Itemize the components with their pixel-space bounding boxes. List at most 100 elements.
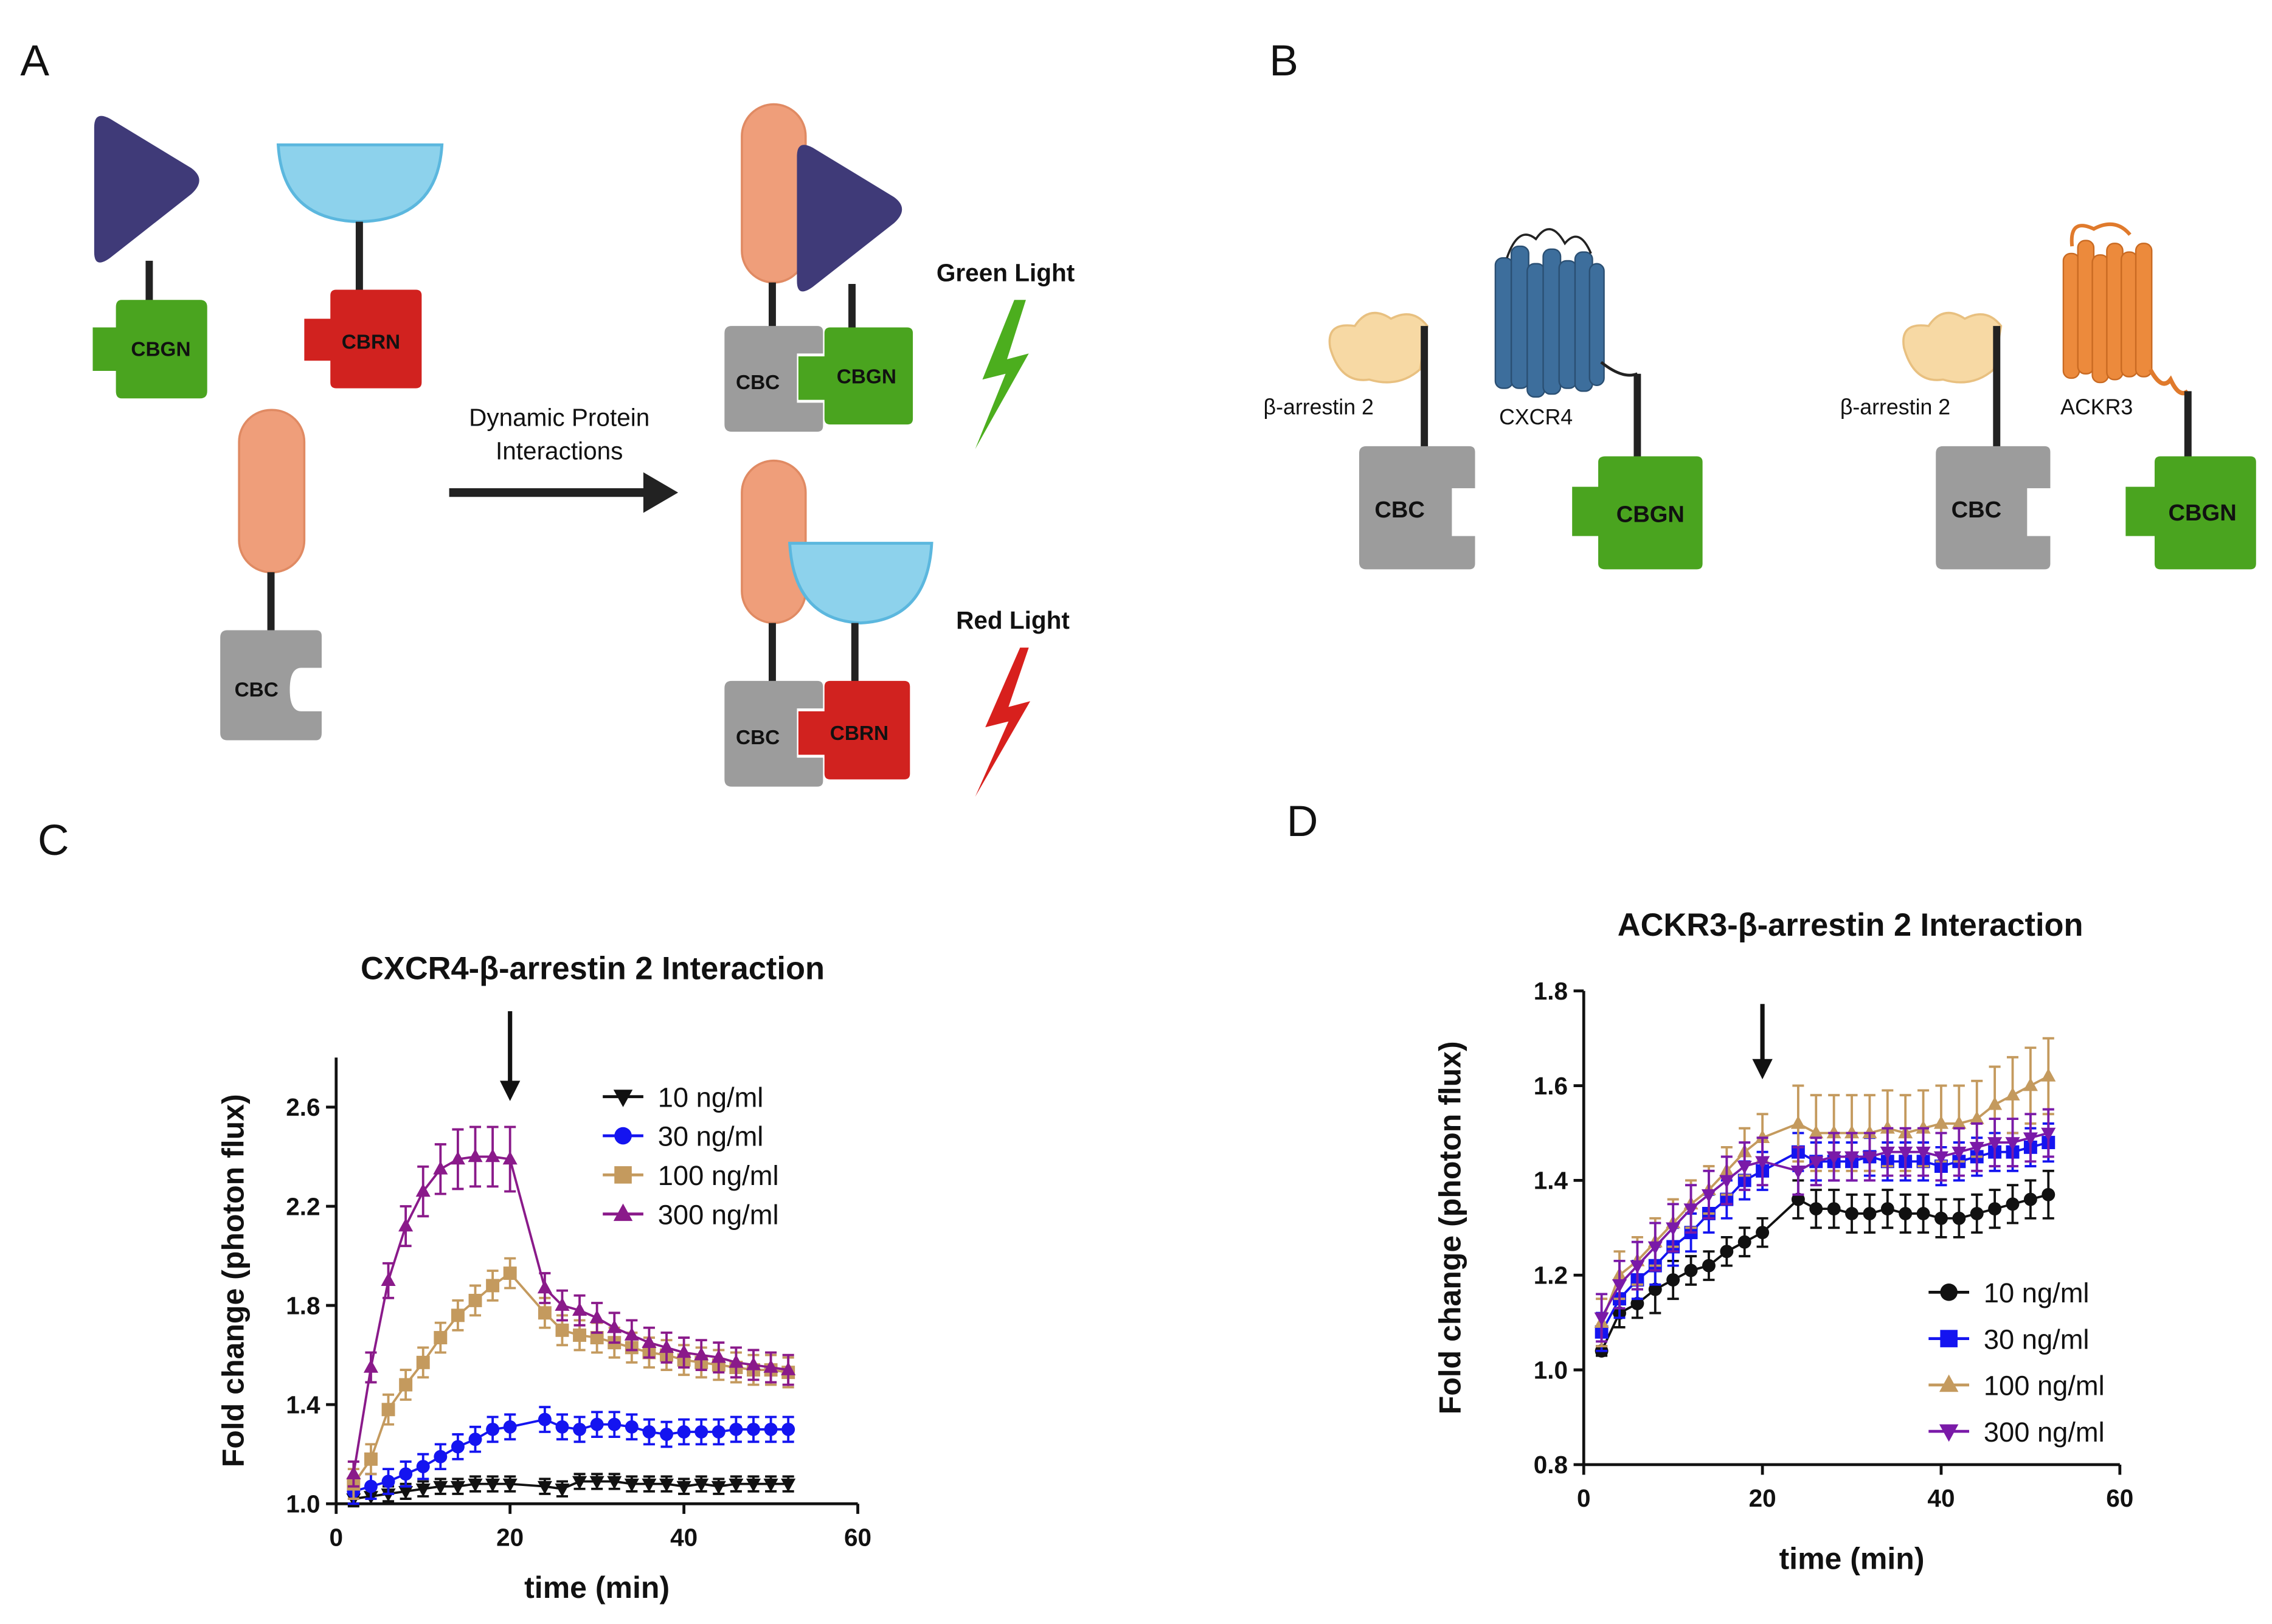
data-point	[503, 1266, 517, 1280]
capsule-domain	[238, 409, 306, 573]
data-point	[624, 1327, 639, 1341]
data-point	[659, 1478, 674, 1492]
data-point	[468, 1293, 482, 1307]
data-point	[589, 1310, 604, 1324]
chart: D ACKR3-β-arrestin 2 Interaction 0.8 1.0 1.2…	[1287, 797, 2134, 1576]
data-point	[607, 1319, 622, 1333]
data-point	[1969, 1142, 1984, 1156]
data-point	[1844, 1151, 1860, 1165]
data-point	[781, 1478, 796, 1492]
receptor-label: ACKR3	[2060, 395, 2133, 419]
panel-b: B β-arrestin 2 CBC CXCR4 CBGN β-arrestin…	[1264, 36, 2256, 570]
y-tick-label: 1.0	[1534, 1356, 1568, 1384]
data-point	[1826, 1151, 1841, 1165]
chart-title: ACKR3-β-arrestin 2 Interaction	[1618, 908, 2083, 943]
data-point	[677, 1425, 691, 1439]
tag-label: CBC	[1374, 497, 1425, 523]
receptor	[2062, 240, 2153, 384]
data-point	[2006, 1197, 2020, 1211]
legend-marker	[614, 1127, 632, 1145]
receptor	[1494, 245, 1605, 398]
data-point	[642, 1478, 657, 1492]
data-point	[1988, 1202, 2002, 1216]
data-point	[781, 1422, 795, 1436]
data-point	[589, 1476, 604, 1490]
data-point	[660, 1428, 673, 1442]
bowl-domain	[276, 143, 444, 223]
x-tick-label: 40	[670, 1523, 698, 1551]
data-point	[485, 1149, 500, 1163]
data-point	[1898, 1146, 1913, 1160]
y-tick-label: 1.2	[1534, 1262, 1568, 1290]
data-point	[1987, 1096, 2003, 1110]
data-point	[1630, 1260, 1645, 1274]
data-point	[1756, 1226, 1770, 1240]
legend-label: 100 ng/ml	[1984, 1370, 2105, 1401]
data-point	[1648, 1282, 1662, 1296]
data-point	[1630, 1297, 1644, 1310]
lightning	[975, 300, 1029, 449]
legend-label: 30 ng/ml	[1984, 1324, 2090, 1355]
y-tick-label: 1.8	[1534, 977, 1568, 1005]
data-point	[624, 1478, 639, 1492]
data-point	[363, 1359, 379, 1373]
panel-label: A	[20, 36, 49, 85]
data-point	[433, 1481, 448, 1494]
cbrn-block	[798, 680, 910, 779]
data-point	[659, 1339, 674, 1353]
data-point	[573, 1329, 587, 1342]
data-point	[1952, 1211, 1966, 1225]
data-point	[555, 1420, 569, 1434]
data-point	[1755, 1156, 1770, 1170]
legend-label: 100 ng/ml	[658, 1160, 779, 1191]
legend-marker	[1939, 1424, 1959, 1442]
data-point	[1933, 1151, 1949, 1165]
data-point	[381, 1403, 395, 1417]
data-point	[1880, 1202, 1894, 1216]
data-point	[364, 1479, 378, 1493]
y-tick-label: 2.6	[286, 1093, 320, 1121]
panel-label: D	[1287, 797, 1318, 846]
data-point	[2041, 1068, 2056, 1082]
x-tick-label: 20	[496, 1523, 524, 1551]
arrow-label: Dynamic Protein	[469, 404, 649, 432]
tag-label: CBGN	[837, 366, 896, 389]
data-point	[2023, 1077, 2038, 1091]
ligand-domain	[94, 116, 199, 263]
capsule-domain	[741, 459, 807, 624]
data-point	[1790, 1115, 1806, 1129]
data-point	[642, 1335, 657, 1348]
series-line	[352, 1271, 789, 1485]
cbc-block	[1936, 446, 2051, 570]
receptor-tail	[2148, 368, 2190, 396]
data-point	[1880, 1146, 1895, 1160]
tag-label: CBC	[736, 371, 780, 394]
arrow-label: Interactions	[496, 437, 623, 465]
data-point	[573, 1422, 587, 1436]
data-point	[1719, 1175, 1734, 1189]
data-point	[781, 1361, 796, 1375]
receptor-loop	[1506, 228, 1592, 258]
data-point	[2005, 1087, 2020, 1101]
data-point	[1755, 1130, 1770, 1144]
cbrn-block	[304, 289, 422, 389]
data-point	[381, 1474, 395, 1488]
data-point	[1666, 1222, 1681, 1236]
data-point	[2023, 1132, 2038, 1146]
tag-label: CBRN	[342, 331, 400, 354]
panel-label: C	[38, 816, 69, 865]
data-point	[537, 1481, 552, 1494]
light-label: Green Light	[937, 258, 1075, 286]
tag-label: CBGN	[131, 338, 190, 361]
data-point	[538, 1412, 552, 1426]
data-point	[416, 1460, 430, 1474]
y-tick-label: 1.8	[286, 1291, 320, 1319]
data-point	[415, 1483, 431, 1497]
arrestin-label: β-arrestin 2	[1840, 395, 1950, 419]
data-point	[608, 1417, 622, 1431]
data-point	[2041, 1127, 2056, 1141]
data-point	[1970, 1206, 1984, 1220]
data-point	[747, 1422, 760, 1436]
data-point	[1791, 1192, 1805, 1206]
